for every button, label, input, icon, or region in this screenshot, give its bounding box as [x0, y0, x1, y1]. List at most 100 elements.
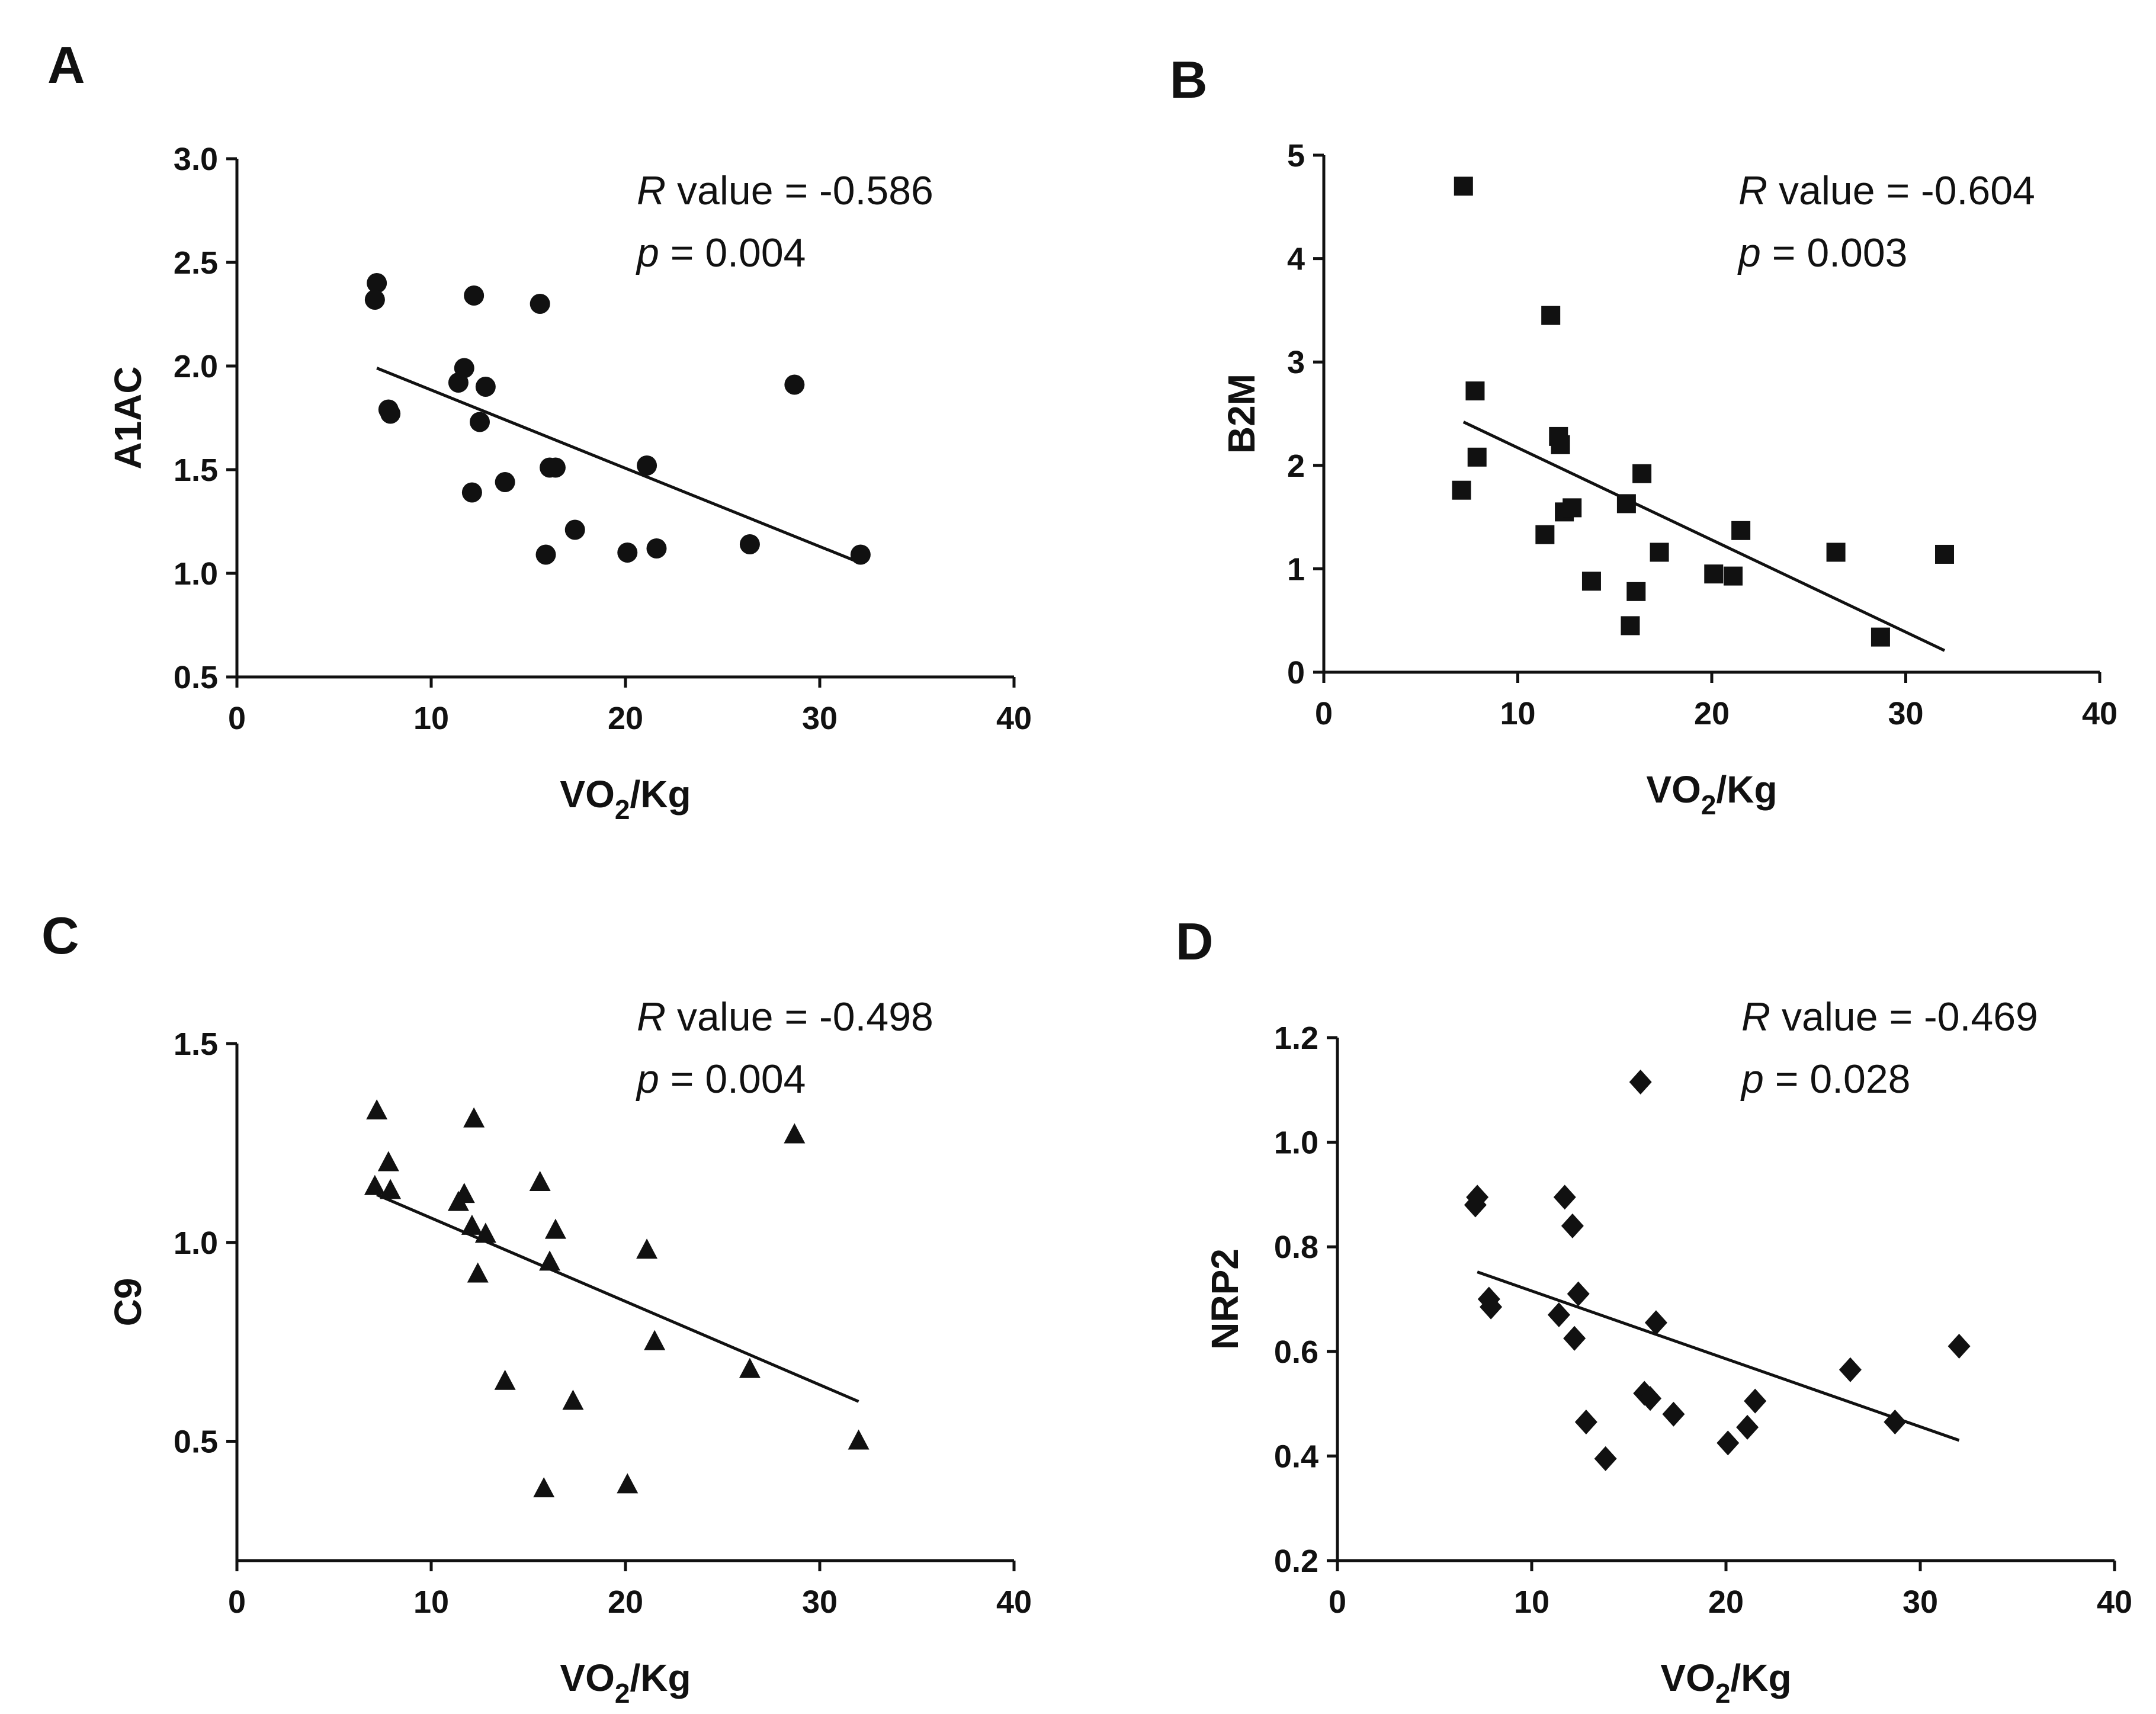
data-point: [1871, 627, 1890, 647]
data-point: [617, 1473, 639, 1494]
y-tick-label: 0.5: [174, 1424, 218, 1460]
data-point: [1464, 1192, 1487, 1218]
data-point: [1541, 306, 1561, 325]
y-tick-label: 1.2: [1274, 1020, 1318, 1056]
data-point: [461, 1214, 483, 1235]
y-tick-label: 1.5: [174, 452, 218, 488]
x-tick-label: 20: [1708, 1584, 1744, 1620]
y-tick-label: 1.0: [174, 556, 218, 592]
x-tick-label: 30: [1902, 1584, 1938, 1620]
panel-a: A 0 10 20 30 40 0.5 1.0 1.5 2.0 2.5 3.0 VO2/Kg A1AC R …: [47, 36, 1032, 825]
data-point: [1563, 1325, 1586, 1351]
y-tick-label: 3.0: [174, 142, 218, 177]
x-tick-label: 10: [1500, 696, 1535, 731]
y-tick-label: 0: [1287, 655, 1305, 691]
y-tick-label: 2.0: [174, 349, 218, 384]
r-value-label: R value = -0.498: [637, 994, 933, 1039]
data-point: [1736, 1414, 1759, 1440]
x-tick-label: 0: [1315, 696, 1333, 731]
data-point: [1704, 564, 1724, 584]
data-point: [1650, 543, 1669, 562]
r-value-label: R value = -0.469: [1741, 994, 2038, 1039]
data-point: [562, 1389, 584, 1410]
x-tick-label: 20: [608, 1584, 643, 1620]
y-tick-label: 2: [1287, 448, 1305, 484]
x-tick-label: 20: [608, 701, 643, 736]
x-axis-title: VO2/Kg: [1646, 768, 1777, 820]
data-point: [1581, 572, 1601, 591]
data-point: [367, 273, 387, 293]
y-tick-label: 0.8: [1274, 1230, 1318, 1265]
data-point: [646, 538, 667, 559]
data-point: [474, 1222, 496, 1243]
data-point: [1626, 582, 1646, 601]
p-value-label: p = 0.003: [1737, 230, 1908, 275]
panel-b: B 0 10 20 30 40 0 1 2 3 4 5 VO2/Kg B2M R value = -0.60…: [1170, 50, 2118, 820]
data-point: [380, 1179, 402, 1199]
data-point: [529, 1171, 551, 1192]
p-value-label: p = 0.004: [636, 230, 806, 275]
panel-label: C: [41, 906, 79, 965]
data-point: [364, 290, 385, 310]
data-point: [1731, 521, 1751, 540]
data-point: [366, 1099, 388, 1120]
y-axis-title: NRP2: [1204, 1248, 1246, 1350]
data-point: [1465, 381, 1485, 401]
data-point: [739, 534, 760, 554]
data-point: [1724, 566, 1743, 586]
data-point: [784, 374, 805, 395]
p-value-label: p = 0.028: [1740, 1057, 1911, 1102]
x-tick-label: 30: [802, 1584, 838, 1620]
data-point: [637, 455, 657, 476]
regression-line: [1477, 1270, 1960, 1442]
data-point: [564, 519, 585, 540]
data-point: [1547, 1302, 1570, 1327]
regression-line: [1462, 421, 1946, 652]
x-axis-title: VO2/Kg: [1660, 1657, 1791, 1709]
x-tick-label: 0: [228, 701, 246, 736]
data-point: [1563, 498, 1582, 518]
data-point: [1826, 543, 1846, 562]
data-point: [1616, 494, 1636, 513]
data-point: [1452, 480, 1471, 500]
y-tick-label: 0.4: [1274, 1439, 1318, 1474]
y-axis-title: B2M: [1220, 374, 1263, 454]
data-point: [1632, 464, 1652, 483]
panel-label: D: [1176, 912, 1214, 971]
data-point: [1839, 1357, 1862, 1382]
y-tick-label: 5: [1287, 138, 1305, 174]
data-point: [380, 403, 401, 424]
data-point: [453, 1183, 475, 1203]
data-point: [739, 1357, 761, 1378]
data-point: [1574, 1410, 1597, 1435]
data-point: [1551, 435, 1570, 454]
data-point: [1561, 1213, 1584, 1238]
x-tick-label: 40: [2082, 696, 2118, 731]
data-point: [1935, 544, 1954, 564]
data-point: [1567, 1281, 1590, 1307]
data-point: [539, 1250, 561, 1271]
x-tick-label: 10: [413, 701, 449, 736]
data-point: [1639, 1386, 1662, 1411]
data-point: [530, 294, 550, 314]
data-point: [1535, 525, 1555, 544]
r-value-label: R value = -0.586: [637, 168, 933, 213]
x-tick-label: 20: [1694, 696, 1730, 731]
data-point: [494, 1369, 516, 1390]
data-point: [784, 1123, 806, 1144]
data-point: [1454, 176, 1473, 196]
y-tick-label: 0.2: [1274, 1543, 1318, 1579]
data-point: [464, 285, 485, 306]
x-axis-title: VO2/Kg: [560, 1657, 691, 1709]
y-tick-label: 1.0: [1274, 1125, 1318, 1161]
data-point: [454, 358, 474, 378]
y-tick-label: 4: [1287, 242, 1305, 277]
y-tick-label: 1.5: [174, 1026, 218, 1062]
data-point: [1662, 1401, 1685, 1427]
x-tick-label: 30: [1888, 696, 1923, 731]
x-tick-label: 0: [228, 1584, 246, 1620]
data-point: [533, 1477, 555, 1498]
data-point: [644, 1330, 666, 1350]
data-point: [461, 482, 482, 503]
